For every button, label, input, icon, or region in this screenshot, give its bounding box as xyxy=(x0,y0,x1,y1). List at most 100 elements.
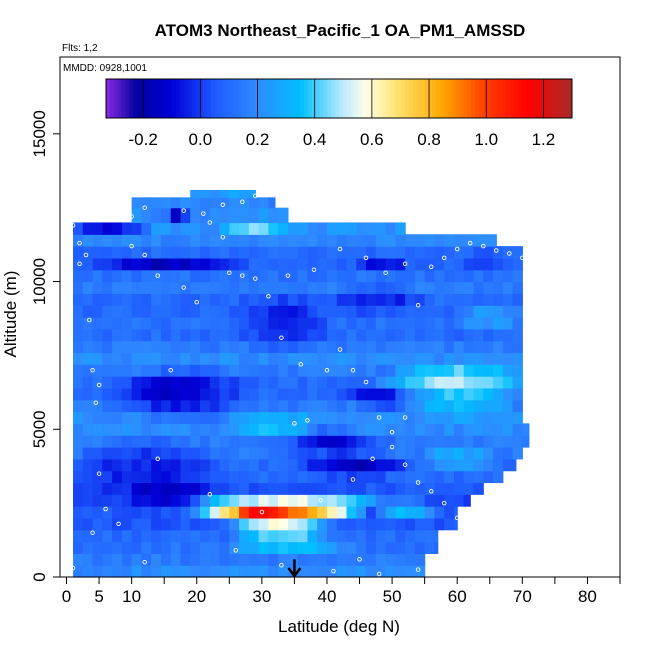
heatmap-cell xyxy=(493,458,504,472)
heatmap-cell xyxy=(112,222,123,235)
heatmap-cell xyxy=(151,387,162,401)
colorbar-segment xyxy=(482,79,488,118)
heatmap-cell xyxy=(209,364,221,377)
heatmap-cell xyxy=(375,293,387,306)
heatmap-cell xyxy=(297,529,309,543)
heatmap-cell xyxy=(493,305,504,318)
heatmap-cell xyxy=(209,222,221,235)
heatmap-cell xyxy=(200,458,211,472)
heatmap-cell xyxy=(414,328,426,342)
heatmap-cell xyxy=(424,482,436,495)
heatmap-cell xyxy=(307,317,318,330)
heatmap-cell xyxy=(502,387,514,401)
heatmap-cell xyxy=(444,470,455,484)
heatmap-cell xyxy=(287,553,299,566)
heatmap-cell xyxy=(444,364,455,377)
heatmap-cell xyxy=(258,222,269,235)
colorbar-segment xyxy=(335,79,340,118)
heatmap-cell xyxy=(405,541,416,554)
heatmap-cell xyxy=(92,517,103,531)
heatmap-cell xyxy=(73,340,84,354)
heatmap-cell xyxy=(493,364,504,377)
heatmap-cell xyxy=(73,506,84,519)
heatmap-cell xyxy=(278,435,289,448)
heatmap-cell xyxy=(131,305,142,318)
sample-point xyxy=(454,246,460,252)
heatmap-cell xyxy=(121,269,133,283)
heatmap-cell xyxy=(160,293,172,306)
sample-point xyxy=(402,415,408,420)
sample-point xyxy=(96,471,102,476)
heatmap-cell xyxy=(180,387,191,401)
heatmap-cell xyxy=(141,517,152,531)
heatmap-cell xyxy=(180,269,191,283)
heatmap-cell xyxy=(502,423,514,436)
heatmap-cell xyxy=(112,257,123,271)
heatmap-cell xyxy=(248,246,260,259)
x-tick-label: 10 xyxy=(122,587,141,606)
heatmap-cell xyxy=(434,399,445,413)
heatmap-cell xyxy=(297,470,309,484)
heatmap-cell xyxy=(190,293,201,306)
sample-point xyxy=(370,456,375,462)
heatmap-cell xyxy=(82,352,94,365)
heatmap-cell xyxy=(151,317,162,330)
heatmap-cell xyxy=(200,387,211,401)
colorbar-segment xyxy=(304,79,309,118)
colorbar-segment xyxy=(564,79,569,118)
colorbar-segment xyxy=(152,79,157,118)
heatmap-cell xyxy=(112,482,123,495)
heatmap-cell xyxy=(463,340,475,354)
heatmap-cell xyxy=(385,340,396,354)
heatmap-cell xyxy=(375,447,387,460)
heatmap-cell xyxy=(151,197,162,209)
heatmap-cell xyxy=(112,423,123,436)
colorbar-segment xyxy=(436,79,441,118)
heatmap-cell xyxy=(375,423,387,436)
heatmap-cell xyxy=(453,458,465,472)
heatmap-cell xyxy=(483,399,494,413)
heatmap-cell xyxy=(121,387,133,401)
colorbar-segment xyxy=(257,79,262,118)
heatmap-cell xyxy=(385,529,396,543)
heatmap-cell xyxy=(209,494,221,507)
heatmap-cell xyxy=(463,246,475,259)
heatmap-cell xyxy=(82,541,94,554)
heatmap-cell xyxy=(278,470,289,484)
heatmap-cell xyxy=(82,387,94,401)
sample-point xyxy=(350,477,356,482)
heatmap-cell xyxy=(375,470,387,484)
heatmap-cell xyxy=(200,565,211,578)
heatmap-cell xyxy=(278,506,289,519)
heatmap-cell xyxy=(366,364,377,377)
heatmap-cell xyxy=(268,293,279,306)
heatmap-cell xyxy=(502,317,514,330)
heatmap-cell xyxy=(317,529,328,543)
colorbar-segment xyxy=(537,79,542,118)
heatmap-cell xyxy=(278,387,289,401)
heatmap-cell xyxy=(336,352,348,365)
sample-point xyxy=(96,382,102,388)
heatmap-cell xyxy=(229,541,240,554)
heatmap-cell xyxy=(170,257,182,271)
heatmap-cell xyxy=(473,458,484,472)
heatmap-cell xyxy=(190,305,201,318)
heatmap-cell xyxy=(366,281,377,294)
heatmap-cell xyxy=(121,352,133,365)
heatmap-cell xyxy=(453,328,465,342)
heatmap-cell xyxy=(229,234,240,247)
heatmap-cell xyxy=(444,376,455,389)
heatmap-cell xyxy=(336,328,348,342)
heatmap-cell xyxy=(444,305,455,318)
colorbar-segment xyxy=(525,79,530,118)
heatmap-cell xyxy=(434,328,445,342)
heatmap-cell xyxy=(434,482,445,495)
heatmap-cell xyxy=(73,517,84,531)
heatmap-cell xyxy=(170,470,182,484)
heatmap-cell xyxy=(473,411,484,424)
heatmap-cell xyxy=(190,529,201,543)
heatmap-cell xyxy=(434,411,445,424)
y-tick-label: 15000 xyxy=(30,110,49,157)
heatmap-cell xyxy=(493,376,504,389)
sample-point xyxy=(507,251,512,256)
